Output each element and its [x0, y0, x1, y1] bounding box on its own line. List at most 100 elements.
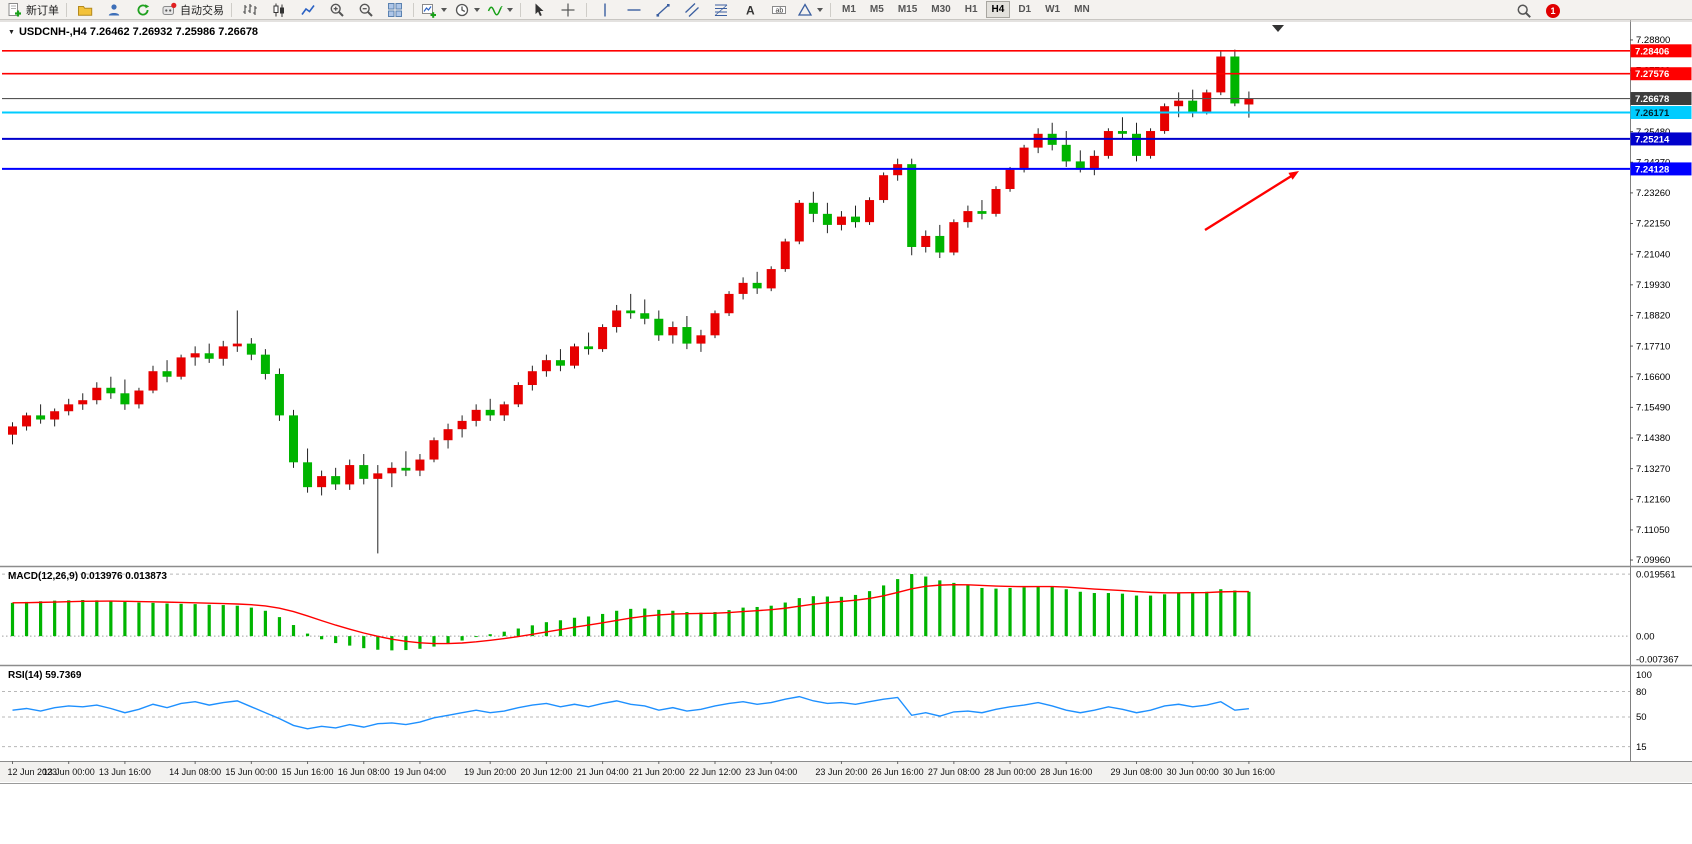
indicators-button[interactable] [484, 1, 516, 19]
price-axis-label: 7.09960 [1636, 555, 1670, 566]
line-chart-button[interactable] [294, 1, 322, 19]
price-badge [1630, 44, 1692, 58]
timeframe-button-m30[interactable]: M30 [931, 4, 951, 15]
cursor-button[interactable] [525, 1, 553, 19]
candle-up [598, 327, 608, 350]
text-tool-button[interactable]: A [736, 1, 764, 19]
time-axis-label: 30 Jun 00:00 [1167, 767, 1219, 777]
auto-trading-label: 自动交易 [180, 4, 224, 17]
candle-up [541, 360, 551, 372]
price-axis-label: 7.14380 [1636, 433, 1670, 444]
time-axis-label: 30 Jun 16:00 [1223, 767, 1275, 777]
price-axis-label: 7.19930 [1636, 280, 1670, 291]
time-axis-label: 19 Jun 20:00 [464, 767, 516, 777]
horizontal-line-button[interactable] [620, 1, 648, 19]
profiles-icon [78, 5, 93, 16]
time-axis-label: 15 Jun 00:00 [225, 767, 277, 777]
zoom-in-button[interactable] [323, 1, 351, 19]
zoom-out-icon [359, 3, 373, 17]
candle-down [1132, 133, 1141, 156]
timeframe-button-mn[interactable]: MN [1074, 4, 1090, 15]
timeframe-button-m1[interactable]: M1 [842, 4, 856, 15]
tile-windows-button[interactable] [381, 1, 409, 19]
candle-up [991, 189, 1001, 214]
trendline-icon [656, 3, 670, 17]
candle-down [204, 353, 214, 359]
candlestick-chart-icon [273, 3, 284, 17]
fibonacci-button[interactable] [707, 1, 735, 19]
new-chart-button[interactable] [418, 1, 450, 19]
text-icon: A [746, 3, 755, 17]
auto-trading-button[interactable]: 自动交易 [158, 1, 227, 19]
macd-panel[interactable] [2, 573, 1630, 651]
new-order-button[interactable]: 新订单 [4, 1, 62, 19]
candle-down [359, 465, 369, 479]
timeframe-button-h4[interactable]: H4 [985, 1, 1011, 18]
rsi-line [12, 695, 1249, 730]
candle-down [331, 476, 341, 485]
toolbar-right: 1 [1510, 2, 1560, 20]
rsi-axis-label: 50 [1636, 712, 1647, 723]
candle-down [851, 216, 860, 223]
market-watch-button[interactable] [100, 1, 128, 19]
price-axis[interactable]: 7.288007.277007.265907.254807.243707.232… [1630, 20, 1692, 761]
price-badge [1630, 67, 1692, 81]
trendline-button[interactable] [649, 1, 677, 19]
time-axis-label: 15 Jun 16:00 [282, 767, 334, 777]
candle-up [794, 202, 804, 242]
timeframe-group: M1 M5 M15 M30 H1 H4 D1 W1 MN [835, 1, 1097, 18]
chevron-down-icon [474, 7, 480, 12]
price-badge-label: 7.24128 [1635, 164, 1669, 175]
macd-axis-label: 0.019561 [1636, 569, 1676, 580]
chart-menu-arrow-icon[interactable]: ▼ [8, 28, 15, 36]
rsi-axis-label: 15 [1636, 742, 1647, 753]
timeframe-button-m5[interactable]: M5 [869, 4, 884, 15]
time-axis-label: 26 Jun 16:00 [872, 767, 924, 777]
candle-up [443, 429, 453, 441]
channel-button[interactable] [678, 1, 706, 19]
candle-up [1174, 100, 1184, 107]
zoom-out-button[interactable] [352, 1, 380, 19]
candle-up [92, 387, 102, 401]
price-axis-label: 7.16600 [1636, 372, 1670, 383]
candle-down [106, 387, 116, 394]
candle-up [373, 473, 383, 479]
candle-down [907, 164, 917, 247]
timeframe-button-m15[interactable]: M15 [897, 4, 918, 15]
time-axis-label: 19 Jun 04:00 [394, 767, 446, 777]
label-tool-button[interactable]: ab [765, 1, 793, 19]
shapes-button[interactable] [794, 1, 826, 19]
macd-axis-label: -0.007367 [1636, 655, 1679, 666]
timeframe-button-h1[interactable]: H1 [964, 4, 978, 15]
candle-up [148, 371, 158, 391]
candle-down [1230, 56, 1240, 104]
search-button[interactable] [1510, 2, 1538, 20]
candle-up [64, 404, 74, 412]
vertical-line-button[interactable] [591, 1, 619, 19]
candle-up [696, 335, 706, 344]
notification-badge[interactable]: 1 [1546, 4, 1560, 18]
time-axis-label: 20 Jun 12:00 [520, 767, 572, 777]
periods-button[interactable] [451, 1, 483, 19]
refresh-button[interactable] [129, 1, 157, 19]
main-chart-panel[interactable] [2, 25, 1630, 554]
timeframe-button-d1[interactable]: D1 [1018, 4, 1032, 15]
rsi-panel[interactable] [2, 691, 1630, 748]
panel-separators [0, 20, 1692, 667]
fibonacci-icon [714, 4, 728, 16]
candle-down [485, 409, 495, 416]
candlestick-chart-button[interactable] [265, 1, 293, 19]
line-chart-icon [301, 4, 315, 15]
candle-down [682, 327, 692, 344]
price-axis-label: 7.28800 [1636, 35, 1670, 46]
price-badge-label: 7.26171 [1635, 108, 1670, 119]
price-badge [1630, 132, 1692, 146]
candle-down [555, 360, 565, 366]
crosshair-button[interactable] [554, 1, 582, 19]
profiles-button[interactable] [71, 1, 99, 19]
bar-chart-button[interactable] [236, 1, 264, 19]
macd-signal-line [12, 583, 1249, 645]
timeframe-button-w1[interactable]: W1 [1045, 4, 1061, 15]
